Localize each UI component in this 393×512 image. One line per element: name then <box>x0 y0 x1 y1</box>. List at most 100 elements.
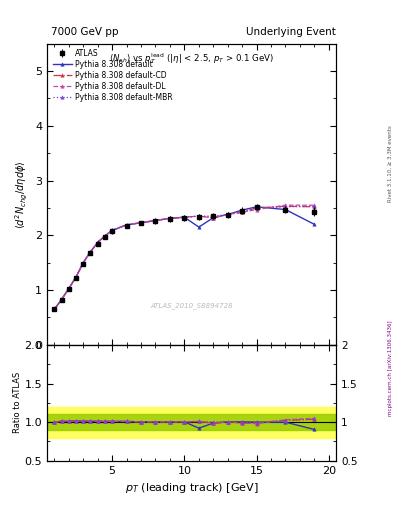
Pythia 8.308 default <box>81 260 86 266</box>
Pythia 8.308 default <box>59 296 64 303</box>
Text: Rivet 3.1.10, ≥ 3.3M events: Rivet 3.1.10, ≥ 3.3M events <box>388 125 393 202</box>
Pythia 8.308 default <box>95 239 100 245</box>
X-axis label: $p_T$ (leading track) [GeV]: $p_T$ (leading track) [GeV] <box>125 481 259 495</box>
Pythia 8.308 default-DL <box>95 239 100 245</box>
Line: Pythia 8.308 default: Pythia 8.308 default <box>53 205 316 311</box>
Y-axis label: $\langle d^2 N_{chg}/d\eta d\phi \rangle$: $\langle d^2 N_{chg}/d\eta d\phi \rangle… <box>13 160 29 228</box>
Text: mcplots.cern.ch [arXiv:1306.3436]: mcplots.cern.ch [arXiv:1306.3436] <box>388 321 393 416</box>
Pythia 8.308 default-CD <box>124 222 129 228</box>
Pythia 8.308 default-MBR <box>254 205 259 211</box>
Text: Underlying Event: Underlying Event <box>246 27 336 37</box>
Line: Pythia 8.308 default-CD: Pythia 8.308 default-CD <box>53 204 316 311</box>
Pythia 8.308 default-CD <box>211 215 216 221</box>
Pythia 8.308 default-MBR <box>211 213 216 219</box>
Pythia 8.308 default-CD <box>88 249 93 255</box>
Pythia 8.308 default-MBR <box>74 274 79 280</box>
Pythia 8.308 default-DL <box>240 209 244 216</box>
Line: Pythia 8.308 default-DL: Pythia 8.308 default-DL <box>53 203 316 311</box>
Pythia 8.308 default-DL <box>312 202 317 208</box>
Pythia 8.308 default-DL <box>81 260 86 266</box>
Pythia 8.308 default-DL <box>254 206 259 212</box>
Pythia 8.308 default-DL <box>74 274 79 280</box>
Pythia 8.308 default-DL <box>139 220 143 226</box>
Pythia 8.308 default-CD <box>196 213 201 219</box>
Pythia 8.308 default-CD <box>139 220 143 226</box>
Pythia 8.308 default <box>182 214 187 220</box>
Pythia 8.308 default-DL <box>196 213 201 219</box>
Pythia 8.308 default-DL <box>225 211 230 218</box>
Pythia 8.308 default <box>103 233 107 239</box>
Pythia 8.308 default-CD <box>81 260 86 266</box>
Pythia 8.308 default-MBR <box>139 220 143 226</box>
Pythia 8.308 default-MBR <box>66 285 71 291</box>
Pythia 8.308 default-MBR <box>59 296 64 303</box>
Pythia 8.308 default-MBR <box>182 214 187 220</box>
Pythia 8.308 default-DL <box>66 285 71 291</box>
Y-axis label: Ratio to ATLAS: Ratio to ATLAS <box>13 372 22 434</box>
Pythia 8.308 default-DL <box>110 227 114 233</box>
Text: $\langle N_{ch}\rangle$ vs $p_T^{\rm lead}$ ($|\eta|$ < 2.5, $p_T$ > 0.1 GeV): $\langle N_{ch}\rangle$ vs $p_T^{\rm lea… <box>109 51 274 66</box>
Pythia 8.308 default-CD <box>103 233 107 239</box>
Bar <box>47 414 336 430</box>
Pythia 8.308 default-MBR <box>153 218 158 224</box>
Pythia 8.308 default <box>196 224 201 230</box>
Pythia 8.308 default <box>124 222 129 228</box>
Pythia 8.308 default-DL <box>52 306 57 312</box>
Pythia 8.308 default-MBR <box>110 227 114 233</box>
Pythia 8.308 default-CD <box>167 215 172 221</box>
Pythia 8.308 default-DL <box>124 222 129 228</box>
Text: 7000 GeV pp: 7000 GeV pp <box>51 27 119 37</box>
Pythia 8.308 default <box>283 206 288 212</box>
Pythia 8.308 default <box>52 306 57 312</box>
Pythia 8.308 default <box>153 218 158 224</box>
Pythia 8.308 default-DL <box>153 218 158 224</box>
Pythia 8.308 default-CD <box>254 205 259 211</box>
Pythia 8.308 default <box>312 221 317 227</box>
Pythia 8.308 default-MBR <box>283 204 288 210</box>
Pythia 8.308 default-DL <box>211 215 216 221</box>
Pythia 8.308 default-MBR <box>81 260 86 266</box>
Pythia 8.308 default-CD <box>225 211 230 218</box>
Pythia 8.308 default-CD <box>240 209 244 216</box>
Pythia 8.308 default-CD <box>153 218 158 224</box>
Bar <box>47 407 336 438</box>
Pythia 8.308 default-CD <box>52 306 57 312</box>
Pythia 8.308 default-CD <box>110 227 114 233</box>
Pythia 8.308 default-DL <box>88 249 93 255</box>
Pythia 8.308 default <box>110 227 114 233</box>
Line: Pythia 8.308 default-MBR: Pythia 8.308 default-MBR <box>53 204 316 311</box>
Pythia 8.308 default <box>254 204 259 210</box>
Pythia 8.308 default-MBR <box>95 239 100 245</box>
Pythia 8.308 default-MBR <box>240 208 244 214</box>
Pythia 8.308 default-MBR <box>225 211 230 218</box>
Pythia 8.308 default <box>74 274 79 280</box>
Pythia 8.308 default <box>88 249 93 255</box>
Pythia 8.308 default <box>139 220 143 226</box>
Legend: ATLAS, Pythia 8.308 default, Pythia 8.308 default-CD, Pythia 8.308 default-DL, P: ATLAS, Pythia 8.308 default, Pythia 8.30… <box>51 47 174 103</box>
Pythia 8.308 default-MBR <box>52 306 57 312</box>
Pythia 8.308 default-MBR <box>196 213 201 219</box>
Pythia 8.308 default-CD <box>74 274 79 280</box>
Pythia 8.308 default-DL <box>182 214 187 220</box>
Pythia 8.308 default-DL <box>283 202 288 208</box>
Pythia 8.308 default-MBR <box>103 233 107 239</box>
Pythia 8.308 default-MBR <box>88 249 93 255</box>
Pythia 8.308 default-CD <box>66 285 71 291</box>
Text: ATLAS_2010_S8894728: ATLAS_2010_S8894728 <box>150 302 233 309</box>
Pythia 8.308 default-CD <box>59 296 64 303</box>
Pythia 8.308 default-CD <box>95 239 100 245</box>
Pythia 8.308 default <box>167 215 172 221</box>
Pythia 8.308 default-CD <box>283 203 288 209</box>
Pythia 8.308 default <box>240 207 244 213</box>
Pythia 8.308 default-DL <box>59 296 64 303</box>
Pythia 8.308 default-CD <box>182 214 187 220</box>
Pythia 8.308 default-MBR <box>167 215 172 221</box>
Pythia 8.308 default <box>225 211 230 218</box>
Pythia 8.308 default-CD <box>312 204 317 210</box>
Pythia 8.308 default <box>66 285 71 291</box>
Pythia 8.308 default-DL <box>167 215 172 221</box>
Pythia 8.308 default-MBR <box>312 203 317 209</box>
Pythia 8.308 default <box>211 215 216 221</box>
Pythia 8.308 default-MBR <box>124 222 129 228</box>
Pythia 8.308 default-DL <box>103 233 107 239</box>
